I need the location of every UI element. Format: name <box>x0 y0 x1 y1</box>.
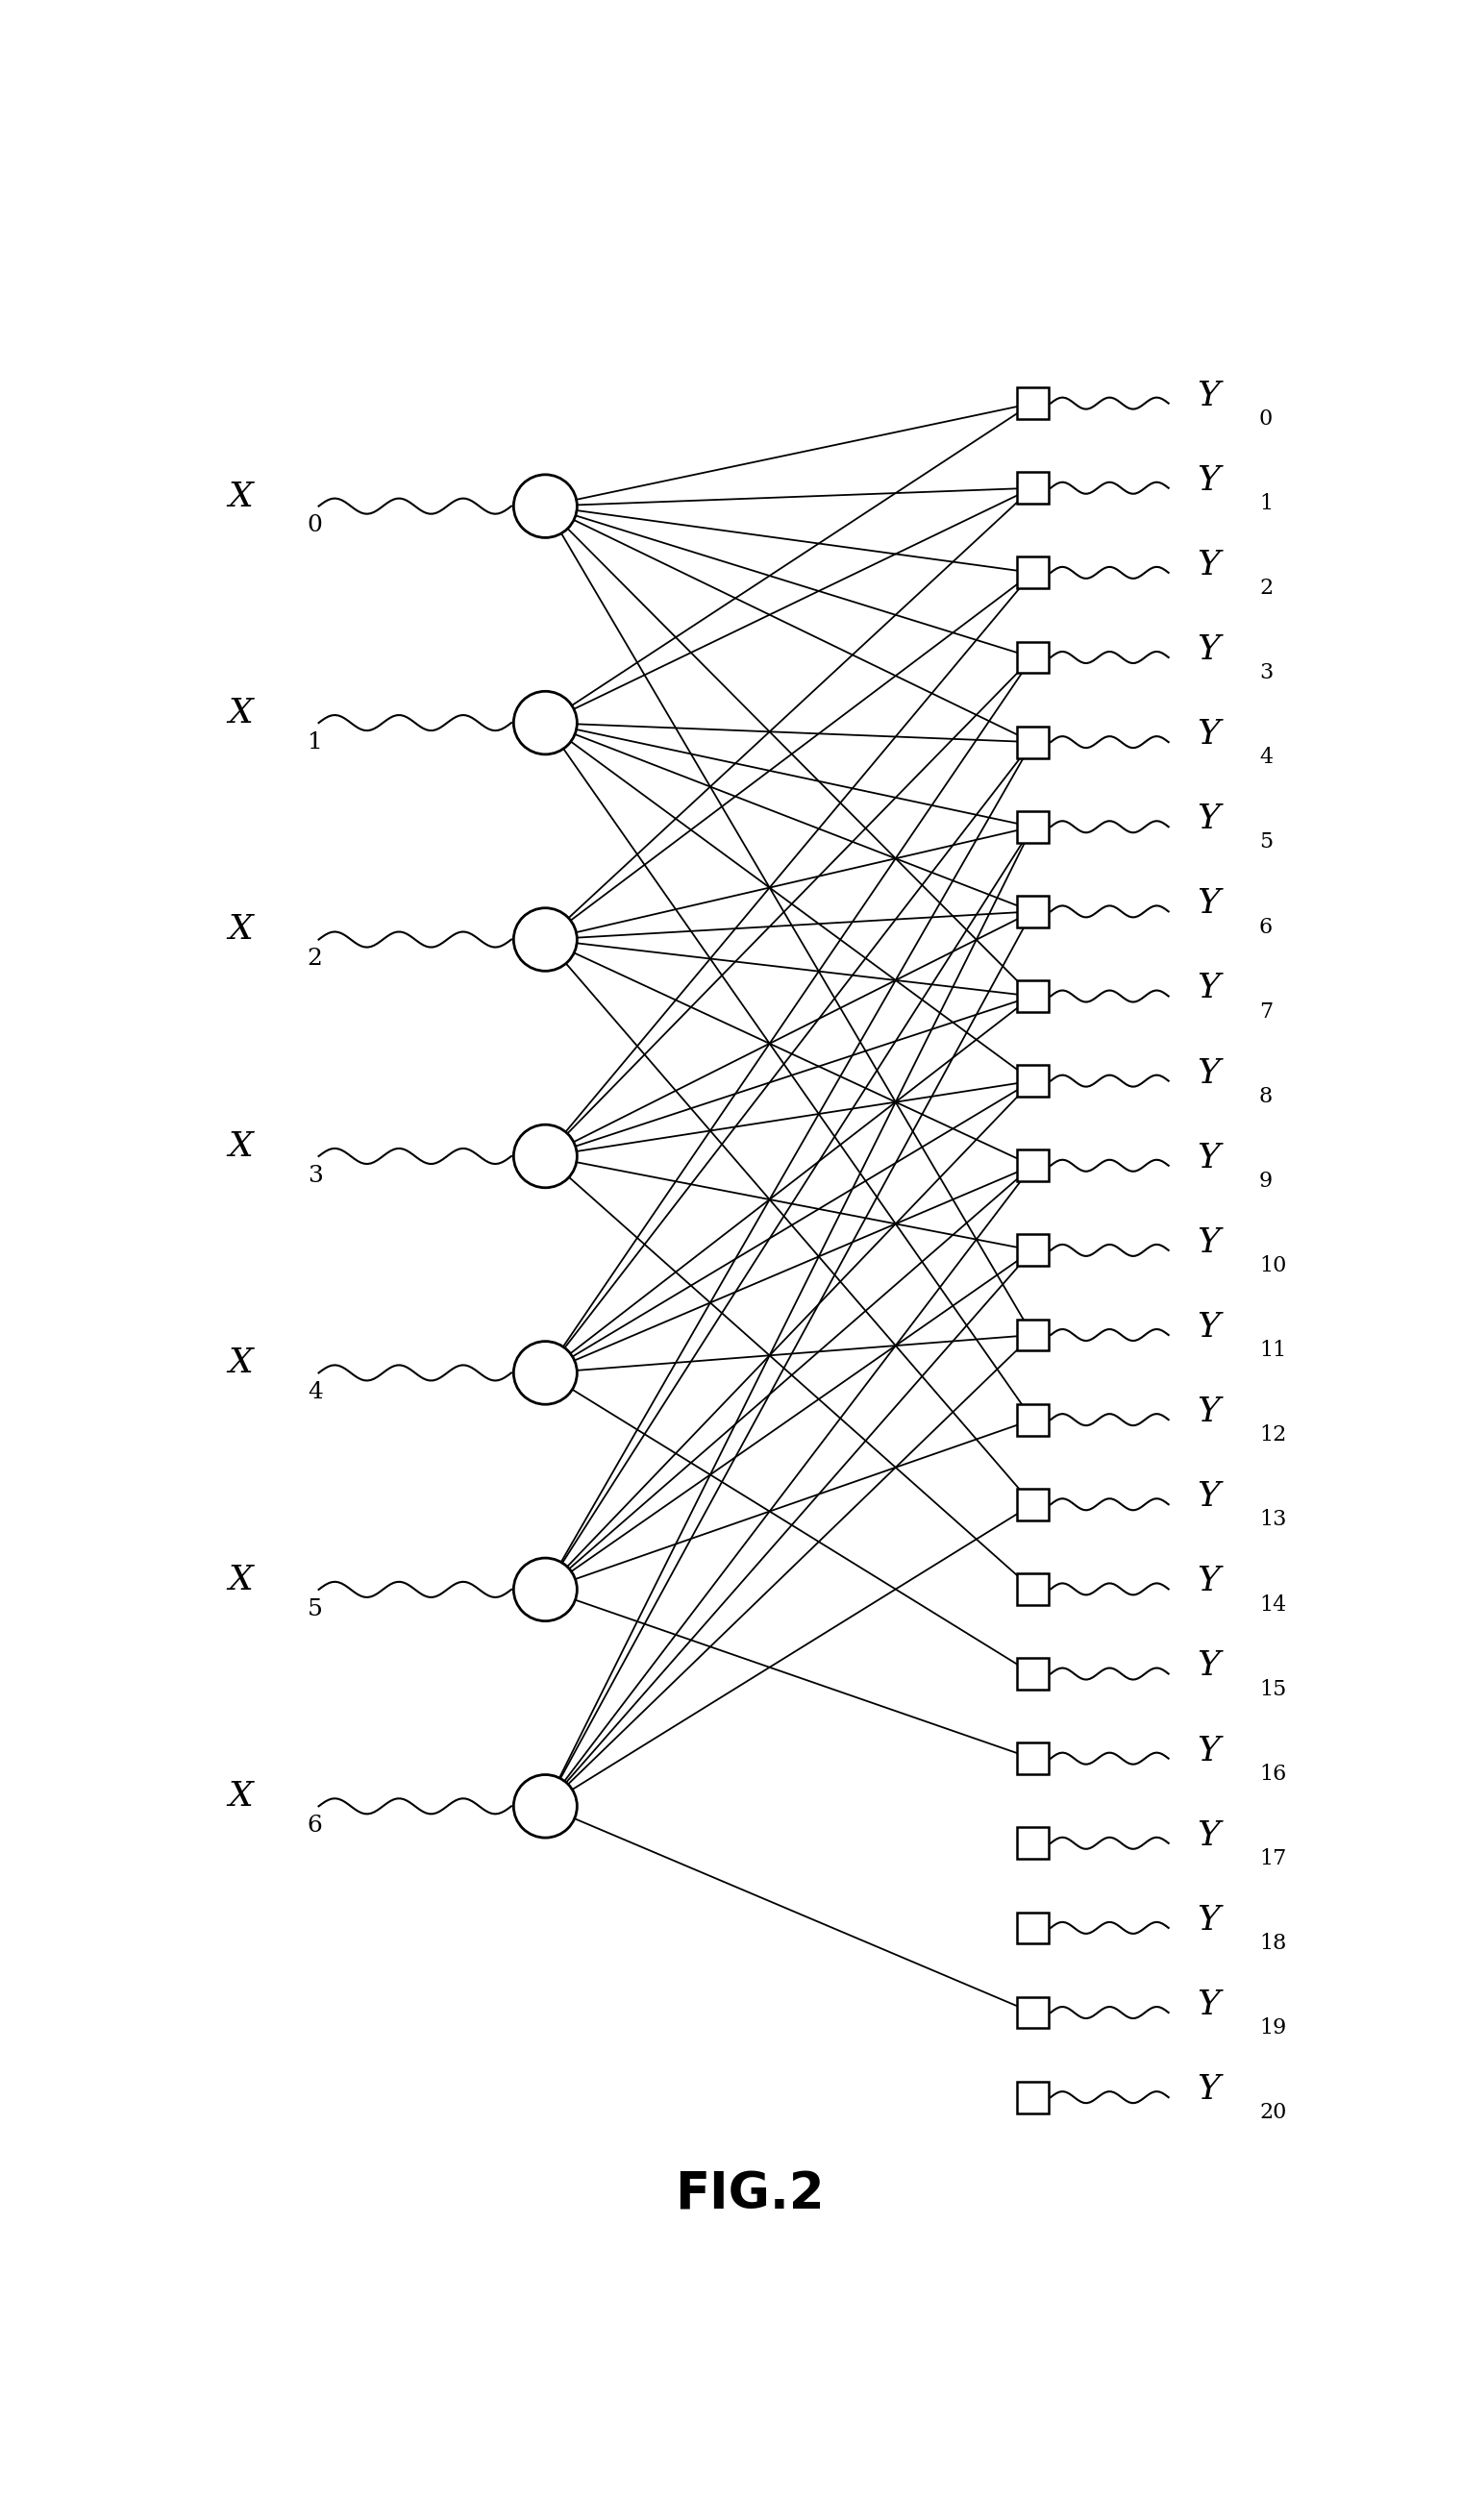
Text: X: X <box>228 1779 253 1812</box>
Text: Y: Y <box>1197 1396 1219 1429</box>
Bar <box>1016 557 1048 590</box>
Text: Y: Y <box>1197 887 1219 920</box>
Text: 5: 5 <box>1259 832 1273 852</box>
Bar <box>1016 1404 1048 1436</box>
Bar <box>1016 1658 1048 1688</box>
Text: X: X <box>228 481 253 512</box>
Bar <box>1016 1572 1048 1605</box>
Text: Y: Y <box>1197 1903 1219 1935</box>
Bar <box>1016 1744 1048 1774</box>
Ellipse shape <box>513 474 577 537</box>
Ellipse shape <box>513 1774 577 1837</box>
Text: Y: Y <box>1197 1142 1219 1174</box>
Text: 7: 7 <box>1259 1000 1273 1023</box>
Ellipse shape <box>513 690 577 753</box>
Text: X: X <box>228 696 253 728</box>
Text: 18: 18 <box>1259 1933 1287 1953</box>
Text: 1: 1 <box>1259 494 1273 514</box>
Text: Y: Y <box>1197 2074 1219 2107</box>
Text: 14: 14 <box>1259 1595 1287 1615</box>
Ellipse shape <box>513 907 577 970</box>
Text: 8: 8 <box>1259 1086 1273 1106</box>
Text: 0: 0 <box>307 514 323 537</box>
Text: 3: 3 <box>307 1164 323 1187</box>
Text: Y: Y <box>1197 1819 1219 1852</box>
Text: Y: Y <box>1197 1988 1219 2021</box>
Text: Y: Y <box>1197 804 1219 834</box>
Text: Y: Y <box>1197 1310 1219 1343</box>
Text: Y: Y <box>1197 633 1219 665</box>
Text: Y: Y <box>1197 1734 1219 1767</box>
Bar <box>1016 1489 1048 1520</box>
Text: 3: 3 <box>1259 663 1273 683</box>
Text: Y: Y <box>1197 1479 1219 1512</box>
Text: X: X <box>228 1562 253 1595</box>
Bar <box>1016 726 1048 759</box>
Text: FIG.2: FIG.2 <box>674 2170 825 2220</box>
Text: 6: 6 <box>1259 917 1273 937</box>
Text: 4: 4 <box>1259 746 1273 769</box>
Text: 15: 15 <box>1259 1678 1287 1701</box>
Text: 13: 13 <box>1259 1509 1287 1530</box>
Bar <box>1016 643 1048 673</box>
Text: Y: Y <box>1197 549 1219 582</box>
Text: X: X <box>228 1346 253 1378</box>
Text: X: X <box>228 1129 253 1162</box>
Bar <box>1016 471 1048 504</box>
Bar <box>1016 388 1048 418</box>
Text: X: X <box>228 912 253 945</box>
Bar <box>1016 1066 1048 1096</box>
Text: 1: 1 <box>307 731 323 753</box>
Text: Y: Y <box>1197 1056 1219 1089</box>
Bar <box>1016 1913 1048 1943</box>
Text: 4: 4 <box>307 1381 323 1404</box>
Text: 10: 10 <box>1259 1255 1287 1278</box>
Text: Y: Y <box>1197 1565 1219 1598</box>
Text: 19: 19 <box>1259 2019 1287 2039</box>
Ellipse shape <box>513 1341 577 1404</box>
Bar <box>1016 1320 1048 1351</box>
Text: 12: 12 <box>1259 1424 1287 1446</box>
Text: Y: Y <box>1197 718 1219 751</box>
Text: 11: 11 <box>1259 1341 1287 1361</box>
Bar <box>1016 895 1048 927</box>
Bar <box>1016 811 1048 842</box>
Bar <box>1016 1149 1048 1182</box>
Text: 20: 20 <box>1259 2102 1287 2124</box>
Text: 0: 0 <box>1259 408 1273 428</box>
Text: 5: 5 <box>307 1598 323 1620</box>
Text: Y: Y <box>1197 464 1219 496</box>
Bar <box>1016 1996 1048 2029</box>
Bar <box>1016 1235 1048 1265</box>
Bar <box>1016 2082 1048 2114</box>
Text: 2: 2 <box>1259 577 1273 600</box>
Text: 2: 2 <box>307 948 323 970</box>
Text: Y: Y <box>1197 378 1219 411</box>
Text: 17: 17 <box>1259 1847 1287 1870</box>
Text: Y: Y <box>1197 973 1219 1005</box>
Text: 16: 16 <box>1259 1764 1287 1784</box>
Text: Y: Y <box>1197 1651 1219 1683</box>
Ellipse shape <box>513 1124 577 1187</box>
Text: 6: 6 <box>307 1814 323 1837</box>
Text: 9: 9 <box>1259 1169 1273 1192</box>
Bar <box>1016 1827 1048 1860</box>
Text: Y: Y <box>1197 1227 1219 1260</box>
Ellipse shape <box>513 1557 577 1620</box>
Bar <box>1016 980 1048 1013</box>
